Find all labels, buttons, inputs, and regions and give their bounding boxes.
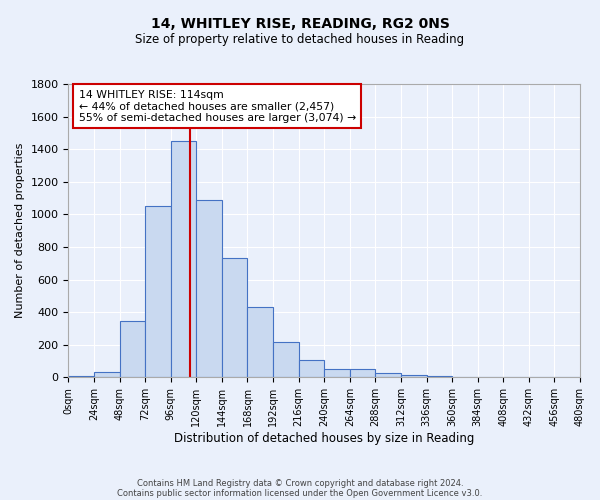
Bar (94, 372, 119, 378)
Bar (350, 370, 376, 378)
Text: Size of property relative to detached houses in Reading: Size of property relative to detached ho… (136, 32, 464, 46)
Text: 14 WHITLEY RISE: 114sqm
← 44% of detached houses are smaller (2,457)
55% of semi: 14 WHITLEY RISE: 114sqm ← 44% of detache… (79, 90, 356, 123)
Bar (119, 321, 145, 378)
Text: 14, WHITLEY RISE, READING, RG2 0NS: 14, WHITLEY RISE, READING, RG2 0NS (151, 18, 449, 32)
Bar (171, 141, 196, 378)
Bar (452, 376, 478, 378)
Text: Contains HM Land Registry data © Crown copyright and database right 2024.: Contains HM Land Registry data © Crown c… (137, 479, 463, 488)
X-axis label: Distribution of detached houses by size in Reading: Distribution of detached houses by size … (174, 432, 475, 445)
Bar (299, 360, 324, 378)
Bar (376, 372, 401, 378)
Bar (196, 200, 222, 378)
Text: Contains public sector information licensed under the Open Government Licence v3: Contains public sector information licen… (118, 489, 482, 498)
Bar (427, 376, 452, 378)
Bar (145, 206, 171, 378)
Bar (68, 376, 94, 378)
Bar (222, 258, 247, 378)
Bar (273, 342, 299, 378)
Bar (401, 374, 427, 378)
Bar (247, 308, 273, 378)
Bar (324, 368, 350, 378)
Y-axis label: Number of detached properties: Number of detached properties (15, 143, 25, 318)
